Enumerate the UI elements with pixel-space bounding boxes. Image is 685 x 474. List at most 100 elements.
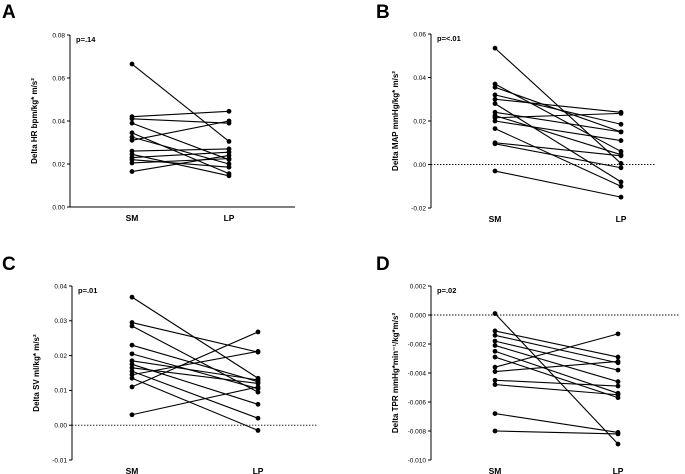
data-point-lp [615,367,621,373]
subject-line [494,112,622,119]
y-tick-label: 0.02 [54,353,67,360]
y-tick-label: 0.00 [54,423,67,430]
subject-line [131,322,259,353]
subject-line [131,377,259,431]
data-point-sm [129,160,135,166]
data-point-lp [226,108,232,114]
data-point-sm [129,116,135,122]
subject-line [131,132,230,175]
data-point-lp [615,392,621,398]
subject-line [131,118,230,124]
data-point-sm [492,118,498,124]
data-point-lp [615,431,621,437]
subject-line [494,344,619,383]
subject-line [494,360,619,373]
subject-line [494,94,622,125]
y-tick-label: -0.008 [408,428,427,435]
x-category-label: SM [126,213,139,223]
y-axis-title: Delta TPR mmHg*min⁻¹/kg*m/s² [391,313,400,434]
subject-line [131,331,259,388]
y-tick-label: 0.04 [52,118,65,125]
subject-line [131,63,230,142]
panel-letter: D [376,254,390,275]
data-point-lp [615,379,621,385]
subject-line [494,340,619,371]
y-tick-label: -0.02 [411,205,426,212]
data-point-sm [129,351,135,357]
subject-line [494,384,619,396]
data-point-lp [255,384,261,390]
data-point-sm [129,323,135,329]
x-category-label: LP [616,214,627,224]
subject-line [131,350,259,376]
data-point-sm [492,411,498,416]
subject-line [494,128,622,187]
y-tick-label: -0.010 [408,457,427,464]
p-value-annotation: p=.01 [78,286,97,295]
subject-line [494,143,622,169]
data-point-sm [492,377,498,383]
data-point-lp [255,381,261,386]
subject-line [494,350,619,394]
data-point-sm [492,141,498,147]
data-point-lp [255,415,261,421]
data-point-sm [129,342,135,348]
data-point-sm [129,61,135,67]
data-point-sm [492,84,498,90]
subject-line [131,153,230,177]
y-tick-label: -0.006 [408,399,427,406]
data-point-lp [615,383,621,389]
data-point-sm [492,311,498,316]
subject-line [494,313,619,445]
data-point-lp [618,161,624,166]
data-point-sm [129,320,135,325]
subject-line [131,360,259,381]
y-tick-label: 0.02 [52,161,65,168]
data-point-sm [129,372,135,378]
y-tick-label: 0.00 [413,162,426,169]
data-point-sm [492,382,498,387]
y-tick-label: -0.004 [408,370,427,377]
data-point-lp [615,354,621,360]
x-category-label: LP [253,466,264,474]
subject-line [494,379,619,387]
data-point-lp [618,165,624,171]
data-point-sm [492,369,498,374]
data-point-sm [129,120,135,126]
subject-line [494,120,622,142]
panel-letter: A [2,2,16,23]
y-tick-label: 0.002 [410,283,427,290]
y-tick-label: 0.04 [413,75,426,82]
x-category-label: SM [489,214,502,224]
data-point-sm [492,364,498,370]
subject-line [131,151,230,159]
y-tick-label: 0.06 [52,75,65,82]
y-tick-label: 0.00 [52,204,65,211]
data-point-sm [129,361,135,367]
data-point-lp [615,359,621,364]
y-axis-title: Delta MAP mmHg/kg* m/s² [391,71,400,171]
data-point-sm [492,92,498,98]
y-tick-label: -0.002 [408,341,427,348]
data-point-sm [129,169,135,174]
y-tick-label: 0.03 [54,318,67,325]
y-tick-label: 0.000 [410,312,427,319]
data-point-sm [492,354,498,360]
data-point-sm [492,328,498,334]
subject-line [494,334,619,364]
data-point-sm [129,368,135,374]
subject-line [131,120,230,141]
subject-line [131,154,230,173]
data-point-sm [492,428,498,434]
subject-line [494,330,619,358]
data-point-sm [129,375,135,381]
p-value-annotation: p=.02 [437,286,456,295]
y-tick-label: 0.08 [52,32,65,39]
data-point-sm [129,130,135,136]
data-point-lp [255,428,261,433]
data-point-lp [255,349,261,354]
subject-line [494,142,622,157]
data-point-sm [492,126,498,132]
y-tick-label: 0.04 [54,283,67,290]
